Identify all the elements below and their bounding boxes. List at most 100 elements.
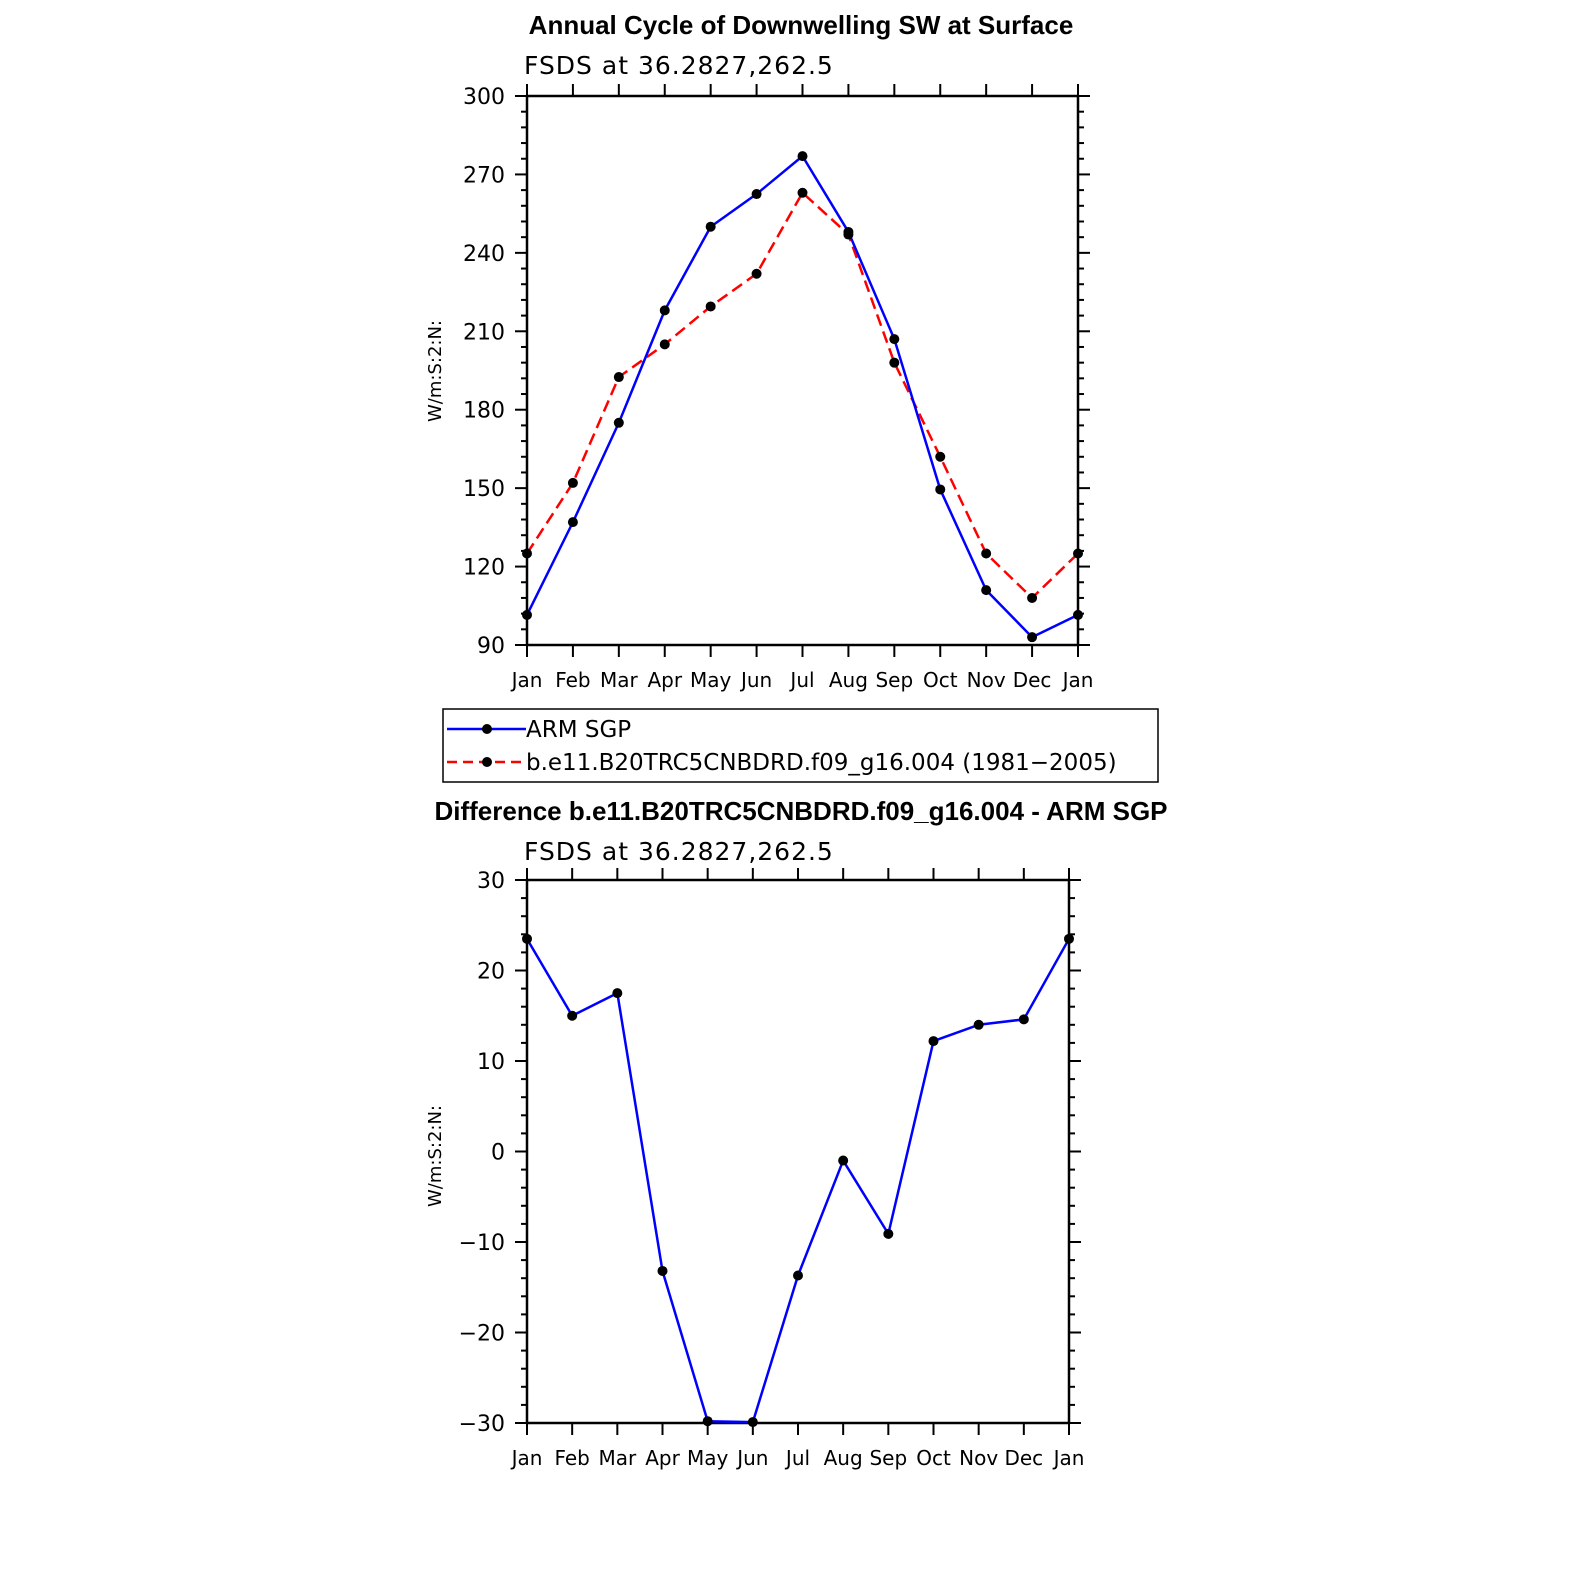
legend-label: b.e11.B20TRC5CNBDRD.f09_g16.004 (1981−20… [526,750,1117,776]
x-tick-label: Apr [645,1446,680,1470]
x-tick-label: Feb [555,668,590,692]
y-tick-label: 210 [463,320,505,345]
data-point-series-0 [612,988,623,999]
data-point-series-1 [935,451,946,462]
plot-area: 90 120 150 180 210 240 270 300 Jan Feb Mar Apr May Ju… [463,84,1093,692]
chart-subtitle: FSDS at 36.2827,262.5 [524,51,834,80]
data-point-series-0 [522,933,532,944]
x-tick-label: Nov [967,668,1006,692]
plot-area: −30 −20 −10 0 10 20 30 Jan Feb Mar Apr May Jun Jul Aug… [459,868,1085,1470]
data-point-series-1 [1027,592,1038,603]
legend-label: ARM SGP [526,717,631,743]
data-point-series-0 [1073,609,1083,620]
data-point-series-0 [567,517,578,528]
chart-title: Difference b.e11.B20TRC5CNBDRD.f09_g16.0… [434,796,1167,826]
data-point-series-1 [613,372,624,383]
x-tick-label: Jan [1052,1446,1085,1470]
legend-box [442,708,1159,783]
data-point-series-1 [567,477,578,488]
x-tick-label: Sep [875,668,913,692]
y-tick-label: 0 [491,1141,505,1166]
series-line-0 [525,938,1071,1424]
data-point-series-1 [981,548,992,559]
chart-title: Annual Cycle of Downwelling SW at Surfac… [529,10,1074,40]
data-point-series-0 [838,1155,849,1166]
legend-marker [482,724,492,734]
series-line-1 [525,191,1079,600]
x-tick-label: Oct [923,668,958,692]
data-point-series-1 [522,548,532,559]
y-tick-label: 120 [463,556,505,581]
legend-marker [482,757,492,767]
x-tick-label: Jan [1061,668,1094,692]
data-point-series-0 [747,1417,758,1428]
y-tick-label: 20 [477,960,505,985]
data-point-series-1 [659,339,670,350]
y-axis-label: W/m:S:2:N: [425,1105,446,1207]
y-tick-label: −30 [459,1412,505,1437]
series-line-0 [525,154,1079,639]
y-tick-label: 300 [463,85,505,110]
data-point-series-0 [657,1265,668,1276]
difference-chart: Difference b.e11.B20TRC5CNBDRD.f09_g16.0… [425,796,1168,1470]
legend-entry-arm-sgp: ARM SGP [447,717,631,743]
x-tick-label: Nov [959,1446,998,1470]
y-tick-label: −20 [459,1322,505,1347]
x-tick-label: Feb [554,1446,589,1470]
x-tick-label: Jan [510,1446,543,1470]
y-tick-label: 10 [477,1050,505,1075]
data-point-series-0 [935,484,946,495]
x-tick-label: Jul [788,668,814,692]
data-point-series-1 [889,357,900,368]
x-tick-label: May [690,668,732,692]
data-point-series-1 [1073,548,1083,559]
data-point-series-0 [751,189,762,200]
x-tick-label: Mar [600,668,639,692]
data-point-series-1 [797,187,808,198]
annual-cycle-chart: Annual Cycle of Downwelling SW at Surfac… [425,10,1093,692]
data-point-series-0 [1064,933,1074,944]
data-point-series-0 [613,417,624,428]
y-tick-label: 30 [477,869,505,894]
data-point-series-1 [705,301,716,312]
plot-frame [525,878,1071,1425]
data-point-series-0 [705,221,716,232]
x-tick-label: Aug [829,668,868,692]
x-tick-label: Apr [647,668,682,692]
x-tick-label: May [687,1446,729,1470]
x-tick-label: Sep [869,1446,907,1470]
legend-entry-model: b.e11.B20TRC5CNBDRD.f09_g16.004 (1981−20… [447,750,1117,776]
y-tick-label: 150 [463,477,505,502]
data-point-series-0 [973,1019,984,1030]
data-point-series-0 [522,609,532,620]
data-point-series-0 [928,1036,939,1047]
data-point-series-0 [889,334,900,345]
x-tick-label: Mar [598,1446,637,1470]
data-point-series-1 [843,229,854,240]
data-point-series-0 [883,1228,894,1239]
x-tick-label: Dec [1013,668,1052,692]
chart-subtitle: FSDS at 36.2827,262.5 [524,837,834,866]
y-tick-label: 240 [463,242,505,267]
y-axis-label: W/m:S:2:N: [425,320,446,422]
data-point-series-0 [981,585,992,596]
data-point-series-0 [797,151,808,162]
data-point-series-0 [702,1416,713,1427]
y-tick-label: 270 [463,163,505,188]
data-point-series-0 [1018,1014,1029,1025]
x-tick-label: Oct [916,1446,951,1470]
x-tick-label: Aug [824,1446,863,1470]
x-tick-label: Jun [739,668,772,692]
data-point-series-0 [1027,632,1038,643]
x-tick-label: Jan [510,668,543,692]
legend: ARM SGP b.e11.B20TRC5CNBDRD.f09_g16.004 … [442,708,1159,783]
y-tick-label: 180 [463,399,505,424]
y-tick-label: −10 [459,1231,505,1256]
data-point-series-0 [567,1010,578,1021]
y-tick-label: 90 [477,634,505,659]
x-tick-label: Jun [735,1446,768,1470]
x-tick-label: Dec [1004,1446,1043,1470]
data-point-series-0 [793,1270,803,1281]
x-tick-label: Jul [784,1446,810,1470]
